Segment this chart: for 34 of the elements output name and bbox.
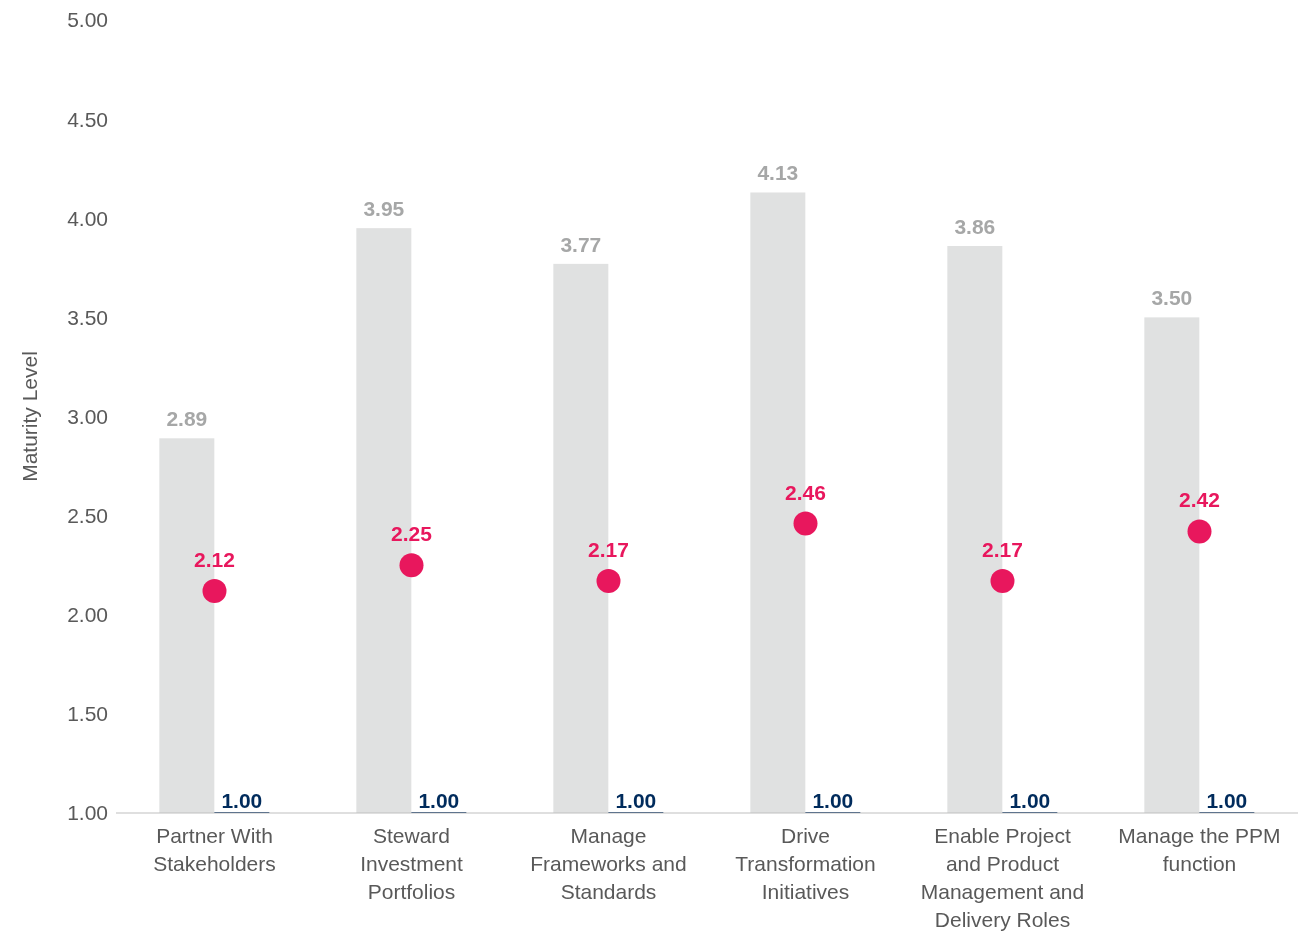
data-label: 4.13 [757,161,799,185]
data-label: 1.00 [615,789,657,812]
data-label: 2.42 [1179,488,1220,512]
y-tick-label: 1.50 [67,702,108,726]
x-tick-label: Manage Frameworks and Standards [530,824,687,903]
data-label: 2.89 [166,407,208,431]
x-tick-label: Steward Investment Portfolios [360,824,464,903]
y-tick-label: 2.00 [67,603,108,627]
data-label: 2.46 [785,480,826,504]
y-tick-label: 4.50 [67,107,108,131]
data-label: 1.00 [221,789,263,812]
y-tick-label: 4.00 [67,206,108,230]
data-label: 3.95 [363,197,405,221]
data-label: 2.17 [588,538,629,562]
data-label: 1.00 [812,789,854,812]
x-tick-label: Partner With Stakeholders [153,824,276,875]
data-label: 3.50 [1151,286,1193,310]
data-label: 2.25 [391,522,433,546]
data-label: 1.00 [418,789,460,812]
y-tick-label: 3.50 [67,305,108,329]
data-label: 3.77 [560,232,602,256]
data-label: 3.86 [954,215,996,239]
data-label: 1.00 [1009,789,1051,812]
y-tick-label: 2.50 [67,504,108,528]
x-tick-label: Manage the PPM function [1118,824,1281,875]
y-tick-label: 1.00 [67,801,108,825]
x-tick-label: Drive Transformation Initiatives [735,824,876,903]
x-tick-label: Enable Project and Product Management and Delivery Roles [920,824,1085,931]
y-axis-title: Maturity Level [18,351,42,482]
data-label: 2.12 [194,547,235,571]
data-label: 1.00 [1206,789,1248,812]
y-tick-label: 5.00 [67,8,108,32]
y-tick-label: 3.00 [67,404,108,428]
data-label: 2.17 [982,538,1023,562]
